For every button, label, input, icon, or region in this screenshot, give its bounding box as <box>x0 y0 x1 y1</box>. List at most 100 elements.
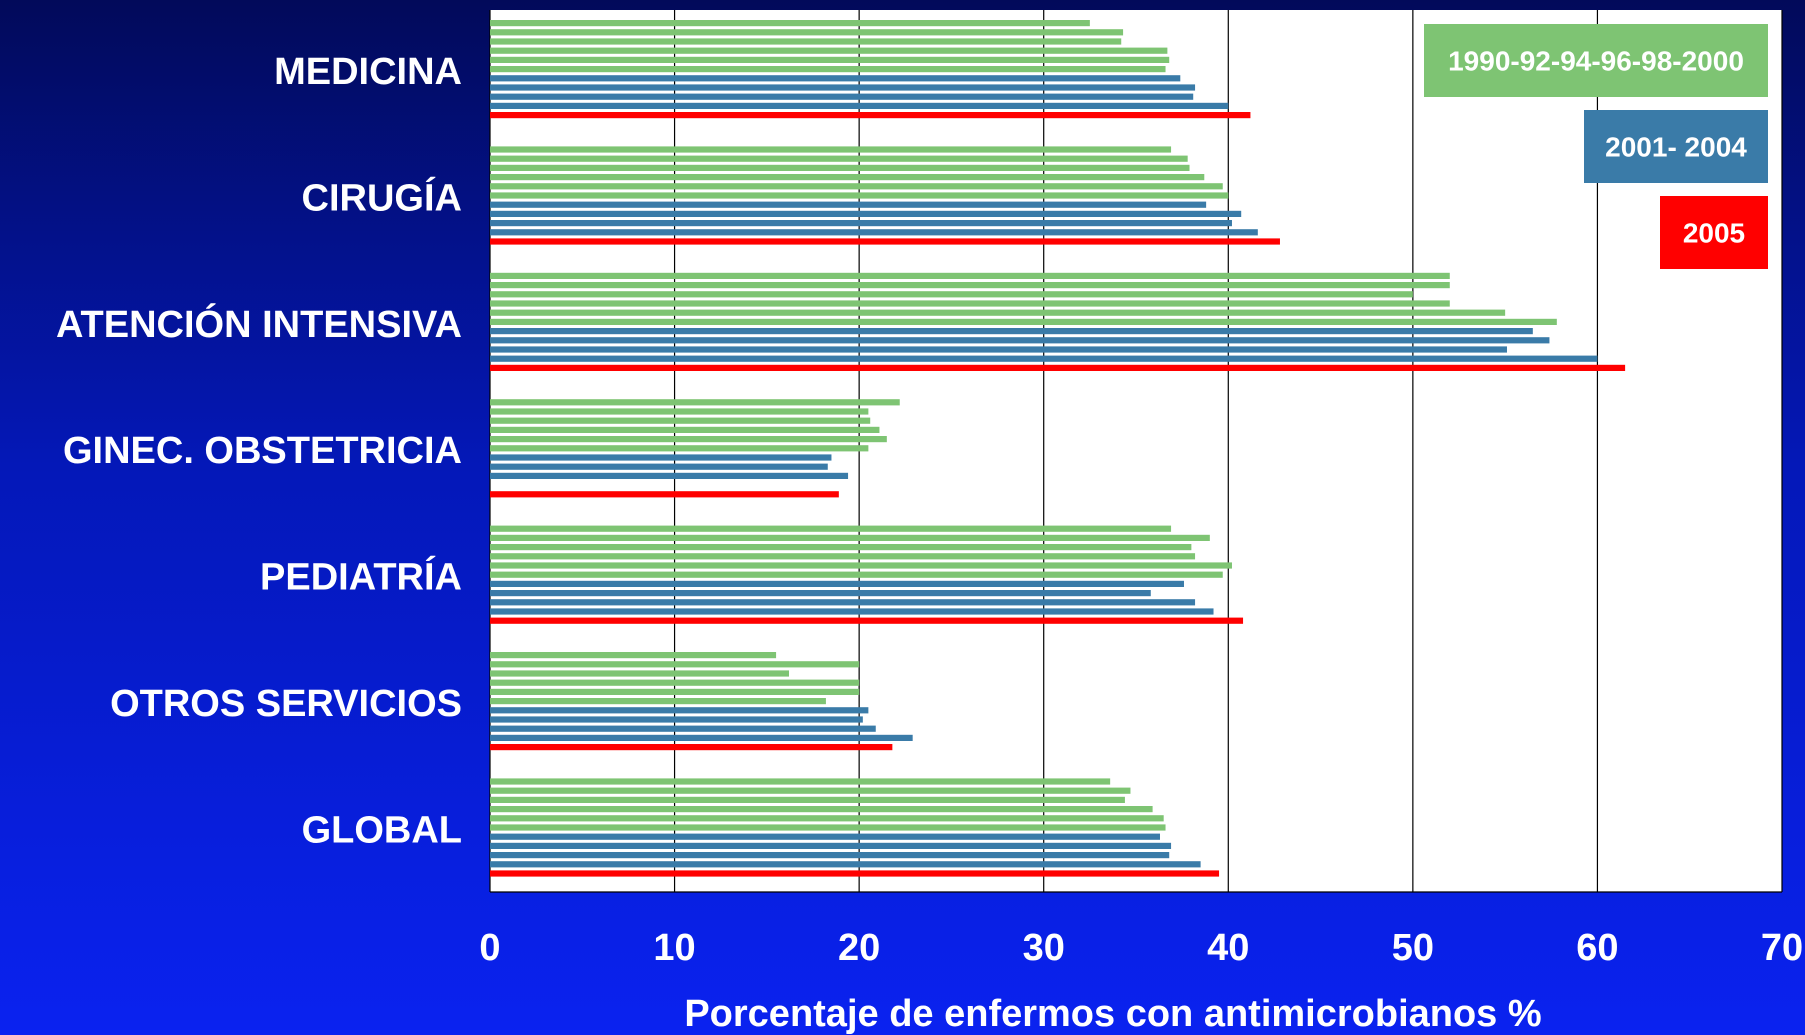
bar-1990-2000 <box>490 291 1413 298</box>
bar-2001-2004 <box>490 229 1258 236</box>
bar-2005 <box>490 238 1280 245</box>
category-label: GLOBAL <box>302 809 462 851</box>
bar-1990-2000 <box>490 66 1166 73</box>
bar-1990-2000 <box>490 670 790 677</box>
bar-1990-2000 <box>490 192 1229 199</box>
bar-1990-2000 <box>490 562 1232 569</box>
category-label: GINEC. OBSTETRICIA <box>63 430 462 472</box>
bar-2001-2004 <box>490 210 1242 217</box>
bar-1990-2000 <box>490 29 1124 36</box>
bar-1990-2000 <box>490 426 880 433</box>
x-axis-title: Porcentaje de enfermos con antimicrobian… <box>684 993 1541 1035</box>
bar-1990-2000 <box>490 661 860 668</box>
legend-label: 1990-92-94-96-98-2000 <box>1448 46 1744 77</box>
bar-2001-2004 <box>490 842 1172 849</box>
bar-2005 <box>490 617 1244 624</box>
legend-swatch <box>1584 110 1768 183</box>
bar-1990-2000 <box>490 56 1170 63</box>
bar-1990-2000 <box>490 571 1223 578</box>
bar-2001-2004 <box>490 716 863 723</box>
bar-2005 <box>490 491 839 498</box>
bar-1990-2000 <box>490 408 869 415</box>
bar-2001-2004 <box>490 454 832 461</box>
bar-2001-2004 <box>490 707 869 714</box>
bar-2001-2004 <box>490 472 849 479</box>
category-label: OTROS SERVICIOS <box>110 683 462 725</box>
category-labels: MEDICINA CIRUGÍA ATENCIÓN INTENSIVA GINEC. … <box>56 51 462 851</box>
bar-1990-2000 <box>490 815 1164 822</box>
bar-2005 <box>490 364 1626 371</box>
bar-2001-2004 <box>490 201 1207 208</box>
bar-2001-2004 <box>490 328 1533 335</box>
bar-1990-2000 <box>490 174 1205 181</box>
bar-2005 <box>490 870 1220 877</box>
bar-1990-2000 <box>490 806 1153 813</box>
bar-1990-2000 <box>490 300 1450 307</box>
bar-2001-2004 <box>490 355 1598 362</box>
x-tick-label: 10 <box>653 927 695 969</box>
bar-2001-2004 <box>490 725 876 732</box>
bar-1990-2000 <box>490 553 1196 560</box>
x-tick-label: 50 <box>1392 927 1434 969</box>
bar-1990-2000 <box>490 318 1557 325</box>
legend-label: 2001- 2004 <box>1605 132 1747 163</box>
x-tick-label: 20 <box>838 927 880 969</box>
x-tick-label: 40 <box>1207 927 1249 969</box>
bar-2001-2004 <box>490 337 1550 344</box>
x-tick-label: 0 <box>479 927 500 969</box>
bar-1990-2000 <box>490 652 777 659</box>
bar-1990-2000 <box>490 436 887 443</box>
bar-1990-2000 <box>490 525 1172 532</box>
bar-2001-2004 <box>490 734 913 741</box>
bar-1990-2000 <box>490 679 860 686</box>
category-label: PEDIATRÍA <box>260 555 462 599</box>
bar-2001-2004 <box>490 93 1194 100</box>
bar-1990-2000 <box>490 688 860 695</box>
bar-1990-2000 <box>490 38 1122 45</box>
bar-1990-2000 <box>490 155 1188 162</box>
bar-2001-2004 <box>490 580 1184 587</box>
bar-2001-2004 <box>490 590 1151 597</box>
bar-2001-2004 <box>490 463 828 470</box>
bar-2001-2004 <box>490 84 1196 91</box>
x-tick-label: 70 <box>1761 927 1803 969</box>
bar-1990-2000 <box>490 20 1090 27</box>
bar-2001-2004 <box>490 346 1507 353</box>
legend-swatch <box>1424 24 1768 97</box>
bar-2005 <box>490 112 1251 119</box>
bars-group <box>490 20 1626 877</box>
bar-1990-2000 <box>490 544 1192 551</box>
bar-2001-2004 <box>490 833 1160 840</box>
bar-1990-2000 <box>490 445 869 452</box>
category-label: CIRUGÍA <box>302 175 462 219</box>
bar-2001-2004 <box>490 861 1201 868</box>
bar-2001-2004 <box>490 599 1196 606</box>
x-tick-label: 60 <box>1576 927 1618 969</box>
bar-1990-2000 <box>490 146 1172 153</box>
bar-2001-2004 <box>490 852 1170 859</box>
bar-1990-2000 <box>490 796 1125 803</box>
category-label: ATENCIÓN INTENSIVA <box>56 302 462 346</box>
x-tick-label: 30 <box>1023 927 1065 969</box>
bar-2001-2004 <box>490 220 1232 227</box>
category-label: MEDICINA <box>274 51 462 93</box>
bar-1990-2000 <box>490 47 1168 54</box>
bar-1990-2000 <box>490 787 1131 794</box>
bar-2001-2004 <box>490 102 1229 109</box>
bar-1990-2000 <box>490 164 1190 171</box>
bar-1990-2000 <box>490 824 1166 831</box>
bar-1990-2000 <box>490 698 826 705</box>
bar-1990-2000 <box>490 417 871 424</box>
bar-2001-2004 <box>490 608 1214 615</box>
bar-1990-2000 <box>490 183 1223 190</box>
legend: 1990-92-94-96-98-2000 2001- 2004 2005 <box>1424 24 1768 269</box>
bar-1990-2000 <box>490 778 1111 785</box>
bar-2001-2004 <box>490 75 1181 82</box>
bar-2005 <box>490 744 893 751</box>
bar-1990-2000 <box>490 534 1210 541</box>
bar-1990-2000 <box>490 272 1450 279</box>
bar-1990-2000 <box>490 309 1506 316</box>
bar-1990-2000 <box>490 282 1450 289</box>
bar-1990-2000 <box>490 399 900 406</box>
